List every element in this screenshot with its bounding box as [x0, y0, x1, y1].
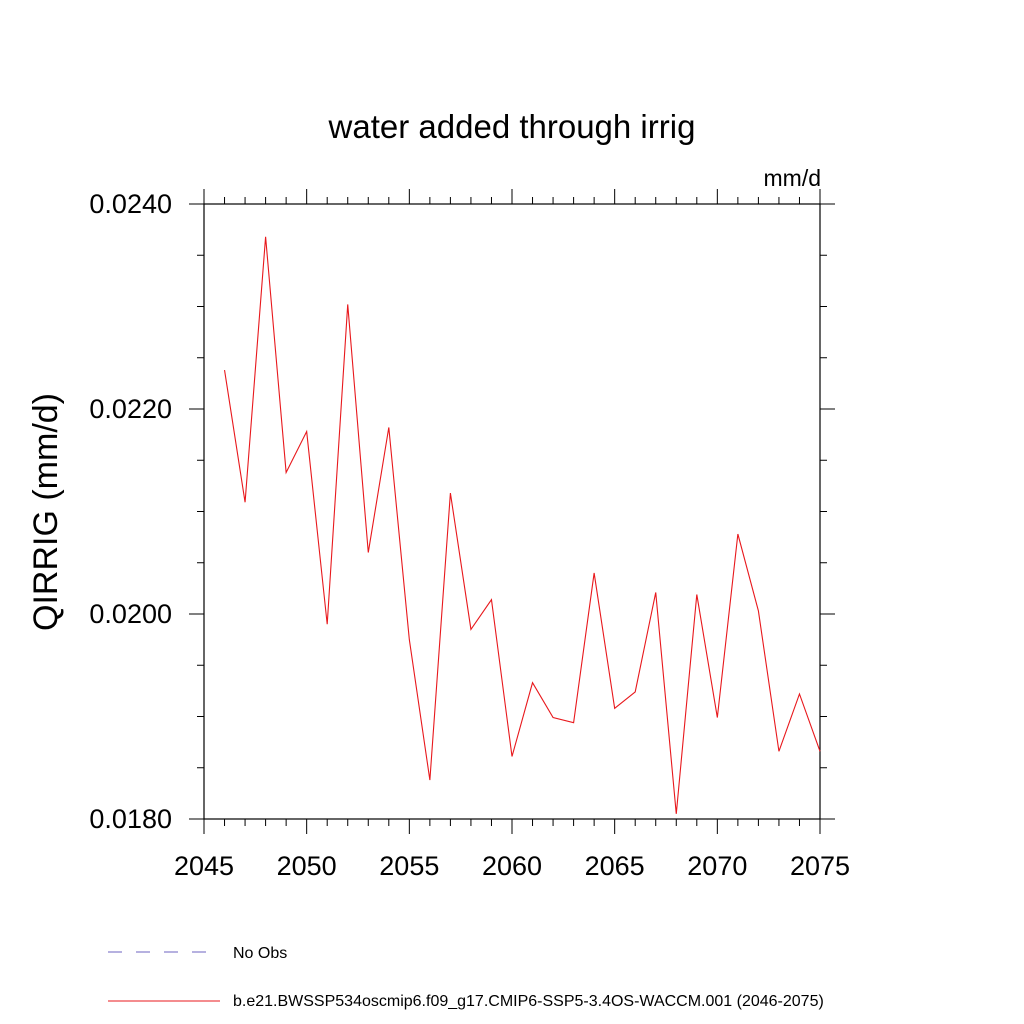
x-tick-label: 2050	[277, 851, 337, 881]
y-axis-label: QIRRIG (mm/d)	[27, 393, 65, 631]
plot-frame	[203, 203, 821, 820]
axes	[203, 203, 821, 820]
y-tick-label: 0.0240	[89, 189, 172, 219]
x-tick-label: 2060	[482, 851, 542, 881]
y-axis-ticks: 0.0180 0.0200 0.0220 0.0240	[89, 189, 835, 834]
series-layer	[223, 236, 821, 814]
series-line	[223, 236, 821, 814]
x-tick-label: 2045	[174, 851, 234, 881]
chart-title: water added through irrig	[328, 108, 696, 145]
units-label: mm/d	[764, 165, 822, 191]
x-tick-label: 2065	[585, 851, 645, 881]
x-tick-label: 2055	[379, 851, 439, 881]
legend: No Obs b.e21.BWSSP534oscmip6.f09_g17.CMI…	[108, 945, 824, 1010]
y-tick-label: 0.0200	[89, 599, 172, 629]
x-axis-ticks: 2045 2050 2055 2060 2065 2070 2075	[174, 189, 850, 881]
legend-label-model-run: b.e21.BWSSP534oscmip6.f09_g17.CMIP6-SSP5…	[233, 993, 824, 1010]
y-tick-label: 0.0180	[89, 804, 172, 834]
x-tick-label: 2070	[687, 851, 747, 881]
y-tick-label: 0.0220	[89, 394, 172, 424]
legend-label-no-obs: No Obs	[233, 945, 287, 962]
x-tick-label: 2075	[790, 851, 850, 881]
